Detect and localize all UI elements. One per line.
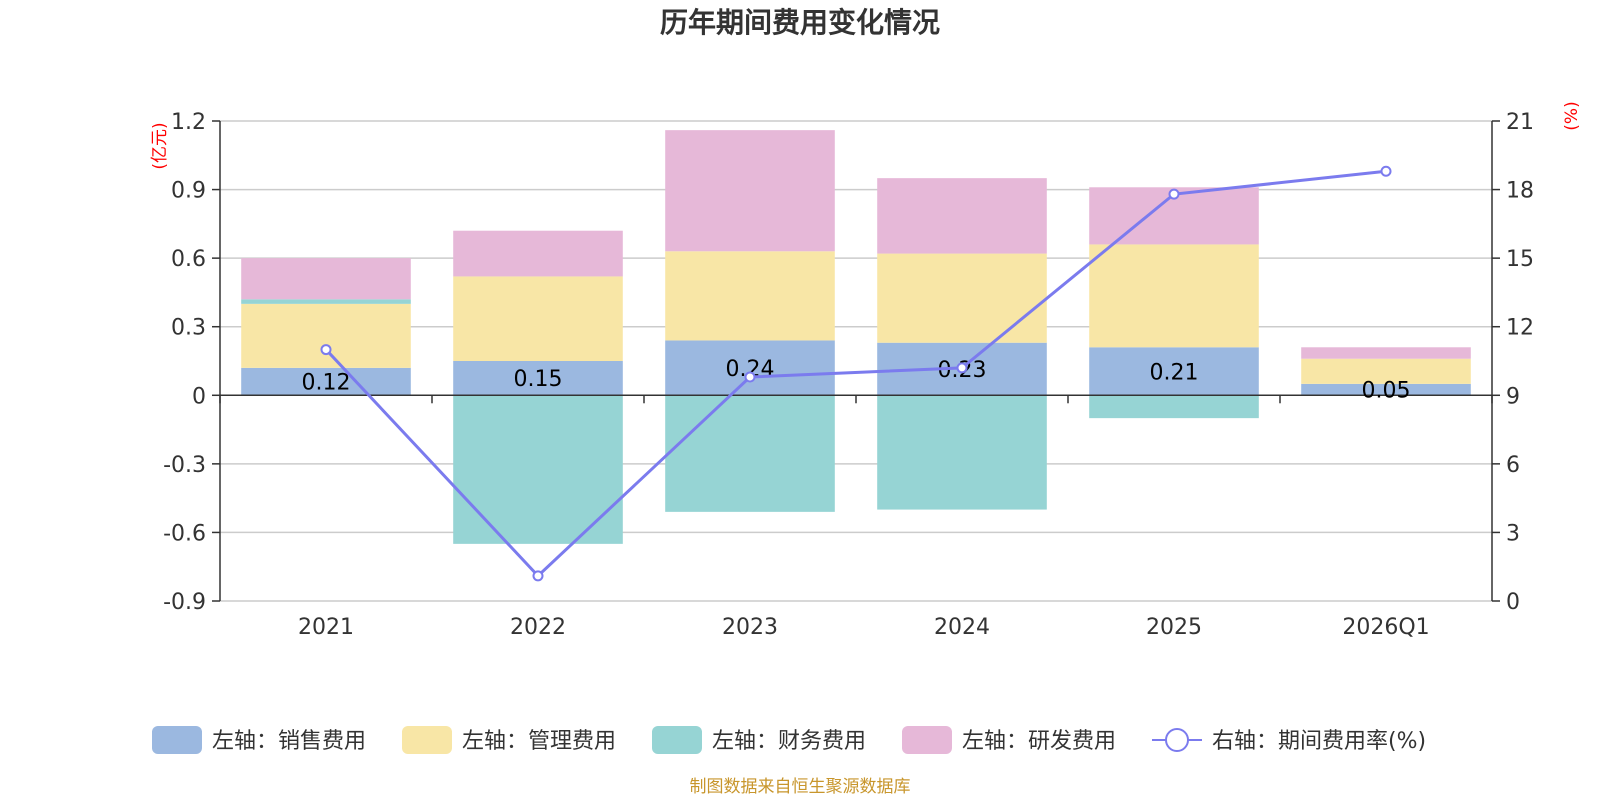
category-label: 2025 <box>1146 615 1202 640</box>
legend-label: 左轴：销售费用 <box>212 729 366 754</box>
left-tick-label: 0.9 <box>171 179 206 204</box>
bar-segment-0-0 <box>241 367 411 396</box>
left-tick-label: 0 <box>192 384 206 409</box>
category-label: 2022 <box>510 615 566 640</box>
category-label: 2024 <box>934 615 990 640</box>
bar-segment-1-1 <box>453 276 623 361</box>
legend-label: 右轴：期间费用率(%) <box>1212 729 1426 754</box>
line-series <box>320 165 1392 582</box>
legend-label: 左轴：财务费用 <box>712 729 866 754</box>
source-note: 制图数据来自恒生聚源数据库 <box>690 777 911 797</box>
legend-item-3[interactable]: 左轴：研发费用 <box>902 726 1116 754</box>
bar-segment-0-4 <box>1089 347 1259 396</box>
expense-rate-point-0 <box>320 344 332 356</box>
right-tick-label: 12 <box>1506 316 1534 341</box>
right-tick-label: 15 <box>1506 247 1534 272</box>
category-label: 2021 <box>298 615 354 640</box>
data-label: 0.05 <box>1362 379 1411 404</box>
bar-segment-1-3 <box>877 253 1047 343</box>
left-tick-label: 0.6 <box>171 247 206 272</box>
data-label: 0.21 <box>1150 360 1199 385</box>
bar-segment-0-2 <box>665 340 835 396</box>
legend-swatch-2 <box>652 726 702 754</box>
bar-segment-3-0 <box>241 258 411 300</box>
bar-segment-3-2 <box>665 130 835 252</box>
right-tick-label: 0 <box>1506 590 1520 615</box>
right-tick-label: 21 <box>1506 110 1534 135</box>
bar-segment-2-1 <box>453 395 623 544</box>
category-label: 2026Q1 <box>1342 615 1429 640</box>
expense-rate-point-1 <box>532 570 544 582</box>
right-tick-label: 6 <box>1506 453 1520 478</box>
right-tick-label: 3 <box>1506 521 1520 546</box>
left-tick-label: -0.3 <box>163 453 206 478</box>
legend-swatch-0 <box>152 726 202 754</box>
left-tick-label: 0.3 <box>171 316 206 341</box>
legend-item-2[interactable]: 左轴：财务费用 <box>652 726 866 754</box>
legend-marker-icon <box>1165 728 1189 752</box>
bar-segment-3-3 <box>877 178 1047 254</box>
bar-segment-0-1 <box>453 361 623 396</box>
bar-segment-3-1 <box>453 230 623 277</box>
expense-rate-point-3 <box>956 362 968 374</box>
axes: 1.2 0.9 0.6 0.3 0 -0.3 -0.6 -0.9 21 18 15 12 9 6 3 0 202… <box>163 110 1534 640</box>
expense-rate-point-4 <box>1168 188 1180 200</box>
bar-segment-2-0 <box>241 299 411 304</box>
bar-segment-1-2 <box>665 251 835 341</box>
legend-swatch-1 <box>402 726 452 754</box>
bar-segment-2-2 <box>665 395 835 512</box>
expense-rate-line <box>324 169 1387 578</box>
legend[interactable]: 左轴：销售费用 左轴：管理费用 左轴：财务费用 左轴：研发费用 右轴：期间费用率(%) <box>152 726 1426 754</box>
bar-series <box>241 130 1471 544</box>
bar-segment-0-5 <box>1301 383 1471 396</box>
left-axis-unit: (亿元) <box>150 122 170 169</box>
bar-segment-1-5 <box>1301 358 1471 384</box>
bar-segment-1-4 <box>1089 244 1259 348</box>
right-axis-unit: (%) <box>1562 101 1582 130</box>
legend-item-4[interactable]: 右轴：期间费用率(%) <box>1152 728 1426 754</box>
chart-title: 历年期间费用变化情况 <box>660 6 940 39</box>
data-label: 0.15 <box>514 367 563 392</box>
bar-segment-3-5 <box>1301 347 1471 359</box>
left-tick-label: -0.9 <box>163 590 206 615</box>
right-tick-label: 18 <box>1506 179 1534 204</box>
left-tick-label: -0.6 <box>163 521 206 546</box>
right-tick-label: 9 <box>1506 384 1520 409</box>
data-label: 0.12 <box>302 371 351 396</box>
bar-segment-2-4 <box>1089 395 1259 419</box>
data-labels: 0.120.150.240.230.210.05 <box>302 357 1411 404</box>
legend-label: 左轴：研发费用 <box>962 729 1116 754</box>
left-tick-label: 1.2 <box>171 110 206 135</box>
category-label: 2023 <box>722 615 778 640</box>
bar-segment-1-0 <box>241 303 411 368</box>
legend-item-1[interactable]: 左轴：管理费用 <box>402 726 616 754</box>
legend-swatch-3 <box>902 726 952 754</box>
legend-label: 左轴：管理费用 <box>462 729 616 754</box>
legend-item-0[interactable]: 左轴：销售费用 <box>152 726 366 754</box>
expense-rate-point-2 <box>744 371 756 383</box>
bar-segment-2-3 <box>877 395 1047 510</box>
expense-rate-point-5 <box>1380 165 1392 177</box>
